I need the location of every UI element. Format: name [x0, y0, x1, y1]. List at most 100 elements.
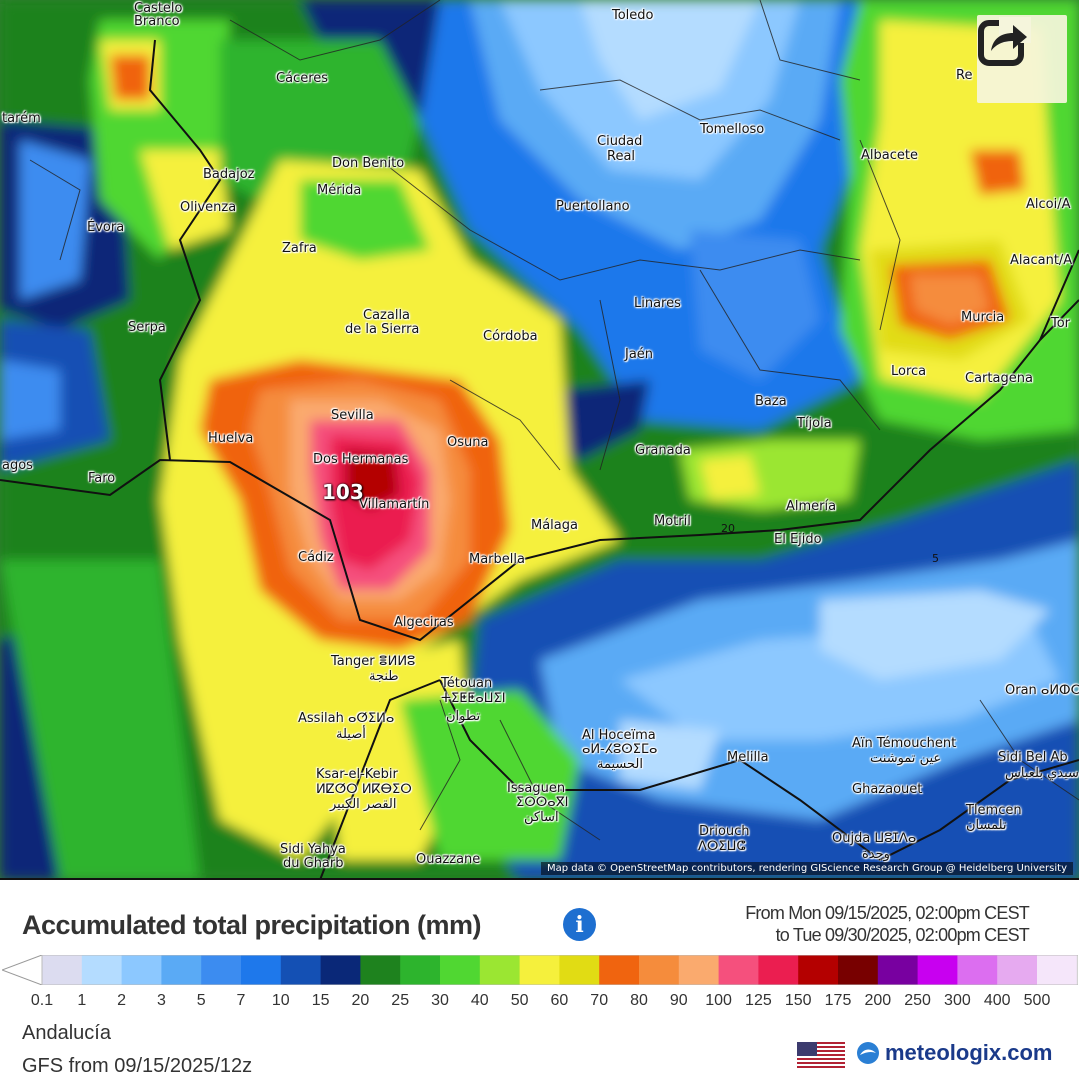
meteologix-logo-icon [857, 1042, 879, 1064]
scale-swatch [997, 955, 1038, 985]
city-label: Sidi Yahya [280, 842, 346, 857]
city-label: Alcoi/A [1026, 197, 1071, 212]
max-precipitation-value: 103 [322, 480, 364, 504]
city-label: ⴷⵔⵉⵡⵛ [698, 839, 746, 854]
scale-tick-label: 100 [705, 992, 732, 1009]
city-label: Jaén [625, 347, 654, 362]
scale-under-arrow [2, 955, 43, 985]
city-label: Osuna [447, 435, 489, 450]
city-label: Issaguen [507, 781, 566, 796]
scale-tick-label: 15 [311, 992, 330, 1009]
scale-tick-label: 3 [156, 992, 166, 1009]
city-label: Badajoz [203, 167, 255, 182]
city-label: Tomelloso [700, 122, 765, 137]
city-label: Tor [1051, 316, 1071, 331]
scale-tick-label: 200 [864, 992, 892, 1009]
city-label: القصر الكبير [330, 797, 397, 812]
color-scale [2, 955, 1078, 985]
scale-tick-label: 50 [510, 992, 529, 1009]
city-label: اساكن [524, 810, 559, 825]
city-label: Tanger ⴻⵍⵍⵓ [331, 654, 416, 669]
scale-tick-label: 30 [431, 992, 449, 1009]
scale-swatch [81, 955, 123, 985]
scale-swatch [1076, 955, 1078, 985]
scale-swatch [400, 955, 441, 985]
city-label: Branco [134, 14, 180, 29]
model-run: GFS from 09/15/2025/12z [22, 1055, 253, 1077]
scale-swatch [201, 955, 242, 985]
city-label: Driouch [699, 824, 750, 839]
city-label: أصيلة [336, 727, 366, 742]
scale-swatch [639, 955, 680, 985]
city-label: Albacete [861, 148, 918, 163]
city-label: Motril [654, 514, 691, 529]
us-flag-icon[interactable] [797, 1042, 845, 1068]
city-label: Ksar-el-Kebir [316, 767, 398, 782]
scale-tick-label: 250 [904, 992, 931, 1009]
city-label: الحسيمة [597, 757, 643, 772]
precipitation-map[interactable]: Castelo Branco Cáceres Toledo Tomelloso … [0, 0, 1079, 880]
city-label: Aïn Témouchent [852, 736, 957, 751]
scale-tick-label: 80 [630, 992, 648, 1009]
city-label: Marbella [469, 552, 525, 567]
scale-swatch [917, 955, 958, 985]
city-label: طنجة [369, 669, 399, 684]
city-label: tarém [2, 111, 41, 126]
city-label: Almería [786, 499, 837, 514]
city-label: Ghazaouet [852, 782, 923, 797]
info-icon[interactable]: i [563, 908, 596, 941]
city-label: Assilah ⴰⵚⵉⵍⴰ [298, 711, 395, 726]
city-label: ⵜⵉⵟⵟⴰⵡⵉⵏ [441, 691, 506, 706]
share-button[interactable] [977, 15, 1067, 103]
scale-tick-label: 0.1 [30, 992, 54, 1009]
scale-tick-label: 60 [550, 992, 569, 1009]
city-label: Re [956, 68, 973, 83]
scale-swatch [559, 955, 600, 985]
city-label: Málaga [531, 518, 578, 533]
scale-tick-label: 10 [271, 992, 290, 1009]
map-credits: Map data © OpenStreetMap contributors, r… [541, 862, 1073, 875]
scale-swatch [957, 955, 998, 985]
brand-name: meteologix.com [885, 1040, 1053, 1065]
city-label: ⵉⵙⵙⴰⴳⵏ [516, 795, 569, 810]
scale-tick-label: 1 [77, 992, 87, 1009]
scale-tick-label: 5 [196, 992, 206, 1009]
city-label: Faro [88, 471, 116, 486]
scale-tick-label: 175 [824, 992, 852, 1009]
period-from: From Mon 09/15/2025, 02:00pm CEST [745, 903, 1030, 923]
color-scale-labels: 0.1 1 2 3 5 7 10 15 20 25 30 40 50 60 70 80 90 100 125 150 1… [0, 992, 1079, 1012]
city-label: du Gharb [283, 856, 344, 871]
scale-tick-label: 70 [590, 992, 609, 1009]
city-label: Dos Hermanas [313, 452, 409, 467]
city-label: Real [607, 149, 636, 164]
scale-tick-label: 90 [669, 992, 688, 1009]
scale-swatch [241, 955, 282, 985]
scale-tick-label: 125 [745, 992, 772, 1009]
city-label: Serpa [128, 320, 166, 335]
city-label: Don Benito [332, 156, 405, 171]
scale-swatch [280, 955, 322, 985]
scale-swatch [42, 955, 83, 985]
city-label: تلمسان [966, 818, 1007, 833]
city-label: Linares [634, 296, 681, 311]
scale-swatch [758, 955, 799, 985]
city-label: de la Sierra [345, 322, 420, 337]
scale-swatch [360, 955, 401, 985]
brand-logo[interactable]: meteologix.com [855, 1040, 1052, 1066]
city-label: وجدة [862, 847, 890, 862]
city-label: Oujda ⵡⵓⵊⴷⴰ [832, 831, 917, 846]
city-label: عين تموشنت [870, 751, 942, 766]
city-label: سيدي بلعباس [1005, 766, 1079, 781]
city-label: Cartagena [965, 371, 1033, 386]
city-label: El Ejido [774, 532, 822, 547]
city-label: ⴰⵍ-ⵃⵓⵙⵉⵎⴰ [582, 742, 658, 757]
scale-tick-label: 2 [117, 992, 127, 1009]
city-label: Villamartín [359, 497, 430, 512]
city-label: Ciudad [597, 134, 643, 149]
city-label: Córdoba [483, 329, 538, 344]
scale-swatch [440, 955, 481, 985]
scale-tick-label: 20 [351, 992, 370, 1009]
scale-tick-label: 25 [391, 992, 410, 1009]
period-to: to Tue 09/30/2025, 02:00pm CEST [775, 925, 1030, 945]
city-label: Huelva [208, 431, 254, 446]
